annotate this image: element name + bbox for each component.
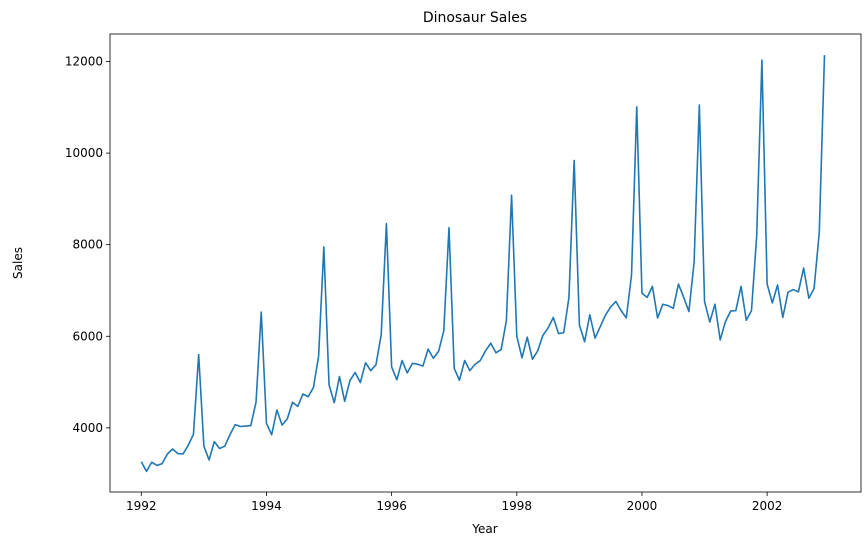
x-tick-label: 1994 — [251, 499, 282, 513]
x-tick-label: 1996 — [376, 499, 407, 513]
y-tick-label: 6000 — [72, 329, 103, 343]
series-line — [140, 55, 826, 473]
y-tick-label: 12000 — [65, 54, 103, 68]
y-tick-label: 4000 — [72, 421, 103, 435]
y-axis: 4000 6000 8000 10000 12000 — [65, 54, 110, 435]
x-tick-label: 1992 — [126, 499, 157, 513]
y-tick-label: 8000 — [72, 238, 103, 252]
x-axis-label: Year — [471, 522, 497, 536]
y-tick-label: 10000 — [65, 146, 103, 160]
x-tick-label: 1998 — [502, 499, 533, 513]
x-tick-label: 2000 — [627, 499, 658, 513]
chart-title: Dinosaur Sales — [423, 10, 527, 26]
y-axis-label: Sales — [11, 247, 25, 279]
x-tick-label: 2002 — [752, 499, 783, 513]
plot-area — [140, 55, 826, 473]
plot-frame — [109, 33, 862, 493]
x-axis: 1992 1994 1996 1998 2000 2002 — [126, 492, 782, 513]
